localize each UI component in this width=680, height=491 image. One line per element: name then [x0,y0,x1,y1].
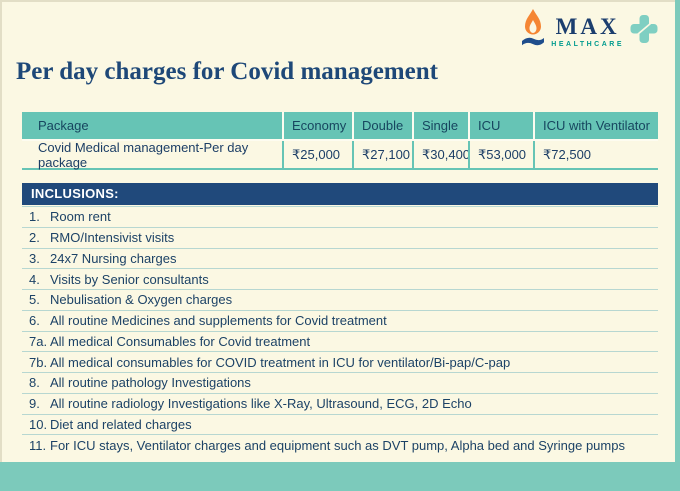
list-item: 1. Room rent [22,206,658,227]
list-item: 4. Visits by Senior consultants [22,268,658,289]
list-item: 9. All routine radiology Investigations … [22,392,658,414]
cross-icon [630,14,658,49]
logo-wordmark: MAX HEALTHCARE [551,15,624,48]
column-header-single: Single [412,112,468,139]
list-item-number: 10. [29,416,48,432]
page-title: Per day charges for Covid management [16,58,438,85]
column-header-icu-ventilator: ICU with Ventilator [533,112,658,139]
list-item: 5. Nebulisation & Oxygen charges [22,289,658,310]
inclusions-list: 1. Room rent 2. RMO/Intensivist visits 3… [22,206,658,455]
list-item-text: For ICU stays, Ventilator charges and eq… [50,437,625,453]
flame-icon [521,8,545,55]
list-item: 7a. All medical Consumables for Covid tr… [22,330,658,352]
list-item-text: Nebulisation & Oxygen charges [50,292,233,308]
list-item: 7b. All medical consumables for COVID tr… [22,351,658,372]
list-item-number: 4. [29,271,40,287]
list-item-text: Visits by Senior consultants [50,271,209,287]
list-item: 3. 24x7 Nursing charges [22,247,658,269]
list-item-text: All medical consumables for COVID treatm… [50,354,511,370]
cell-package-name: Covid Medical management-Per day package [38,139,249,170]
list-item-text: RMO/Intensivist visits [50,230,175,246]
list-item-number: 2. [29,230,40,246]
column-header-package: Package [38,118,89,133]
list-item-text: Room rent [50,209,111,225]
list-item: 8. All routine pathology Investigations [22,372,658,393]
list-item: 2. RMO/Intensivist visits [22,226,658,248]
max-healthcare-logo: MAX HEALTHCARE [521,8,658,55]
pricing-table-header: Package Economy Double Single ICU ICU wi… [22,112,658,141]
footer-teal-band [0,462,680,491]
pricing-table: Package Economy Double Single ICU ICU wi… [22,112,658,170]
column-header-icu: ICU [468,112,533,139]
list-item-number: 3. [29,250,40,266]
list-item-number: 7b. [29,354,48,370]
column-header-double: Double [352,112,412,139]
list-item-number: 8. [29,375,40,391]
table-row: Covid Medical management-Per day package… [22,139,658,170]
list-item-number: 5. [29,292,40,308]
list-item-text: All routine pathology Investigations [50,375,251,391]
list-item-text: All routine radiology Investigations lik… [50,396,472,412]
list-item-text: Diet and related charges [50,416,192,432]
cell-price-single: ₹30,400 [412,141,470,168]
cell-price-icu-ventilator: ₹72,500 [533,141,658,168]
list-item: 11. For ICU stays, Ventilator charges an… [22,434,658,455]
cell-price-double: ₹27,100 [352,141,412,168]
logo-tagline: HEALTHCARE [551,41,624,48]
list-item: 6. All routine Medicines and supplements… [22,309,658,331]
list-item: 10. Diet and related charges [22,413,658,435]
list-item-text: 24x7 Nursing charges [50,250,177,266]
list-item-text: All medical Consumables for Covid treatm… [50,333,311,349]
list-item-number: 7a. [29,333,48,349]
logo-brand-name: MAX [555,14,620,39]
cell-price-economy: ₹25,000 [282,141,352,168]
cell-price-icu: ₹53,000 [468,141,533,168]
column-header-economy: Economy [282,112,352,139]
list-item-text: All routine Medicines and supplements fo… [50,313,387,329]
list-item-number: 11. [29,437,47,453]
list-item-number: 1. [29,209,40,225]
inclusions-heading: INCLUSIONS: [22,183,658,205]
right-edge-teal-stripe [675,0,680,491]
list-item-number: 6. [29,313,40,329]
list-item-number: 9. [29,396,40,412]
